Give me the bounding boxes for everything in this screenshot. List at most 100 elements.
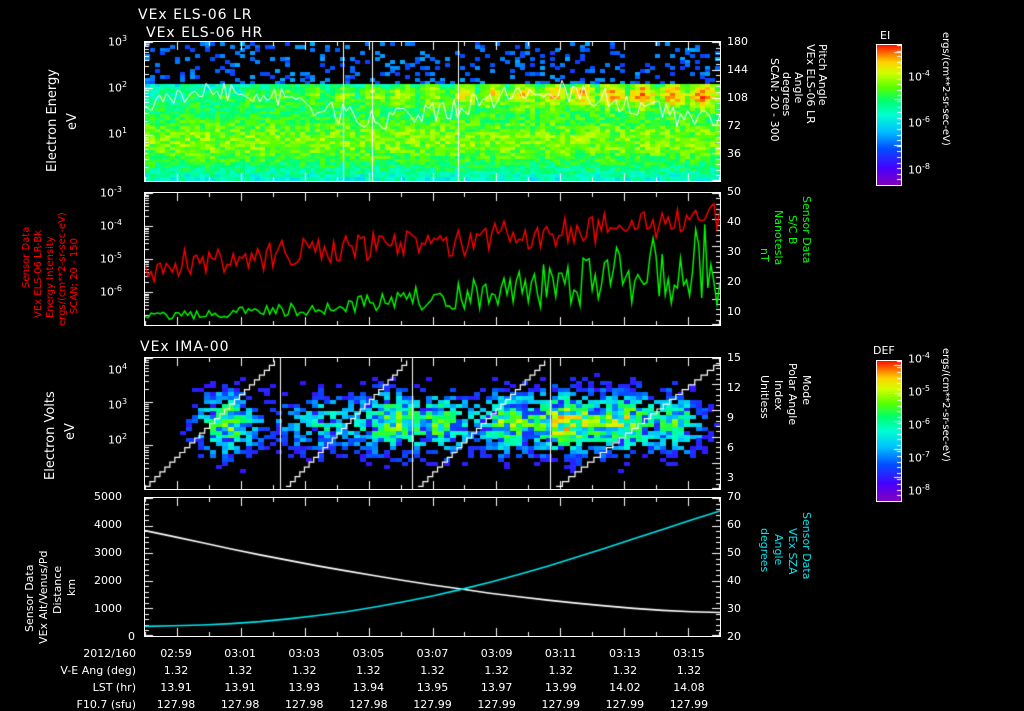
panel2-ytick-r5: 10	[727, 305, 741, 318]
colorbar-ei-tick-2: 10-6	[908, 115, 930, 130]
bottom-cell-r3-c7: 127.99	[605, 698, 645, 711]
bottom-cell-r1-c5: 1.32	[484, 664, 509, 677]
bottom-cell-r2-c2: 13.93	[288, 681, 321, 694]
panel4-ytick-r5: 30	[727, 602, 741, 615]
colorbar-def-name: DEF	[873, 344, 895, 357]
panel4-left-label-3: km	[65, 578, 78, 596]
bottom-cell-r1-c7: 1.32	[612, 664, 638, 677]
panel3-right-label-3: Unitless	[758, 375, 771, 419]
panel3-ytick-r5: 3	[727, 471, 734, 484]
panel4-ytick-r1: 70	[727, 490, 741, 503]
panel3-ytick-2: 103	[108, 397, 128, 412]
panel1-title-hr: VEx ELS-06 HR	[146, 25, 264, 41]
panel4-ytick-2: 4000	[94, 518, 122, 531]
panel4-ytick-3: 3000	[94, 546, 122, 559]
panel1-ytick-r3: 108	[727, 91, 748, 104]
bottom-row-label-2: LST (hr)	[92, 681, 136, 694]
panel4-right-label-3: degrees	[758, 528, 771, 573]
bottom-row-label-3: F10.7 (sfu)	[76, 698, 136, 711]
panel1-ytick-1: 103	[108, 34, 128, 49]
bottom-cell-r3-c4: 127.99	[413, 698, 452, 711]
panel1-title-lr: VEx ELS-06 LR	[138, 7, 253, 23]
panel1-right-label-3: degrees	[780, 72, 793, 117]
bottom-cell-r2-c5: 13.97	[480, 681, 513, 694]
bottom-cell-r2-c7: 14.02	[609, 681, 641, 694]
bottom-cell-r0-c6: 03:11	[544, 647, 577, 660]
panel2-right-label-3: nT	[758, 248, 771, 262]
panel4-ytick-r3: 50	[727, 546, 741, 559]
bottom-cell-r0-c2: 03:03	[288, 647, 321, 660]
panel1-ytick-r2: 144	[727, 63, 748, 76]
panel3-right-label-1: Polar Angle	[786, 363, 799, 426]
bottom-cell-r1-c3: 1.32	[356, 664, 381, 677]
bottom-cell-r1-c8: 1.32	[676, 664, 702, 677]
bottom-cell-r0-c3: 03:05	[352, 647, 385, 660]
panel2-left-label-3: ergs/(cm**2-sr-sec-eV)	[57, 212, 68, 326]
panel2-ytick-r2: 40	[727, 215, 741, 228]
bottom-cell-r0-c5: 03:09	[480, 647, 513, 660]
bottom-cell-r2-c4: 13.95	[416, 681, 449, 694]
panel1-left-axis-label: Electron Energy	[45, 69, 60, 172]
bottom-cell-r3-c1: 127.98	[220, 698, 260, 711]
bottom-cell-r1-c2: 1.32	[292, 664, 317, 677]
bottom-cell-r2-c1: 13.91	[224, 681, 256, 694]
panel2-ytick-r3: 30	[727, 245, 741, 258]
colorbar-ei-name: EI	[880, 29, 891, 42]
panel1-ytick-r5: 36	[727, 147, 741, 160]
panel3-ytick-3: 102	[108, 432, 128, 447]
bottom-cell-r0-c0: 02:59	[160, 647, 192, 660]
panel2-ytick-r1: 50	[727, 185, 741, 198]
bottom-cell-r0-c8: 03:15	[673, 647, 705, 660]
panel3-left-axis-unit: eV	[63, 423, 78, 440]
bottom-cell-r2-c3: 13.94	[352, 681, 385, 694]
panel2-ytick-1: 10-3	[100, 185, 122, 200]
panel2-right-label-2: Nanotesla	[772, 210, 785, 266]
bottom-cell-r3-c3: 127.98	[349, 698, 388, 711]
panel4-ytick-r2: 60	[727, 518, 741, 531]
colorbar-ei-unit: ergs/(cm**2-sr-sec-eV)	[940, 32, 951, 146]
panel3-ytick-r2: 12	[727, 381, 741, 394]
bottom-cell-r3-c8: 127.99	[669, 698, 709, 711]
panel1-ytick-3: 101	[108, 126, 128, 141]
bottom-cell-r3-c5: 127.99	[477, 698, 516, 711]
colorbar-def-tick-2: 10-5	[908, 384, 930, 399]
panel3-title: VEx IMA-00	[140, 339, 230, 355]
panel3-ytick-1: 104	[108, 362, 128, 377]
colorbar-def	[876, 360, 902, 502]
bottom-cell-r3-c2: 127.98	[285, 698, 324, 711]
panel1-ytick-r4: 72	[727, 119, 741, 132]
panel2-right-label-0: Sensor Data	[800, 196, 813, 264]
colorbar-def-tick-1: 10-4	[908, 351, 930, 366]
panel2-ytick-3: 10-5	[100, 251, 122, 266]
panel1-ytick-2: 102	[108, 80, 128, 95]
bottom-cell-r2-c0: 13.91	[160, 681, 192, 694]
bottom-cell-r3-c6: 127.99	[541, 698, 580, 711]
panel2-left-label-4: SCAN: 20 - 150	[69, 238, 80, 314]
panel4-ytick-r6: 20	[727, 630, 741, 643]
panel2-ytick-r4: 20	[727, 275, 741, 288]
panel1-left-axis-unit: eV	[65, 113, 80, 130]
panel3-ytick-r4: 6	[727, 441, 734, 454]
panel4-left-label-0: Sensor Data	[23, 564, 36, 632]
colorbar-def-tick-3: 10-6	[908, 417, 930, 432]
panel4-left-label-2: Distance	[51, 565, 64, 614]
colorbar-def-tick-5: 10-8	[908, 483, 930, 498]
bottom-cell-r1-c6: 1.32	[548, 664, 573, 677]
colorbar-ei	[876, 44, 902, 186]
panel-altitude-sza	[144, 497, 721, 637]
panel4-ytick-5: 1000	[94, 602, 122, 615]
panel4-right-label-0: Sensor Data	[800, 512, 813, 580]
bottom-cell-r1-c4: 1.32	[420, 664, 445, 677]
panel-energy-intensity-bfield	[144, 192, 721, 326]
colorbar-def-tick-4: 10-7	[908, 450, 930, 465]
bottom-cell-r2-c8: 14.08	[673, 681, 705, 694]
panel1-ytick-r1: 180	[727, 35, 748, 48]
panel3-ytick-r1: 15	[727, 351, 741, 364]
bottom-cell-r1-c0: 1.32	[163, 664, 189, 677]
panel4-ytick-4: 2000	[94, 574, 122, 587]
bottom-cell-r0-c1: 03:01	[224, 647, 256, 660]
bottom-cell-r3-c0: 127.98	[156, 698, 196, 711]
bottom-cell-r0-c4: 03:07	[416, 647, 449, 660]
panel2-ytick-4: 10-6	[100, 284, 122, 299]
